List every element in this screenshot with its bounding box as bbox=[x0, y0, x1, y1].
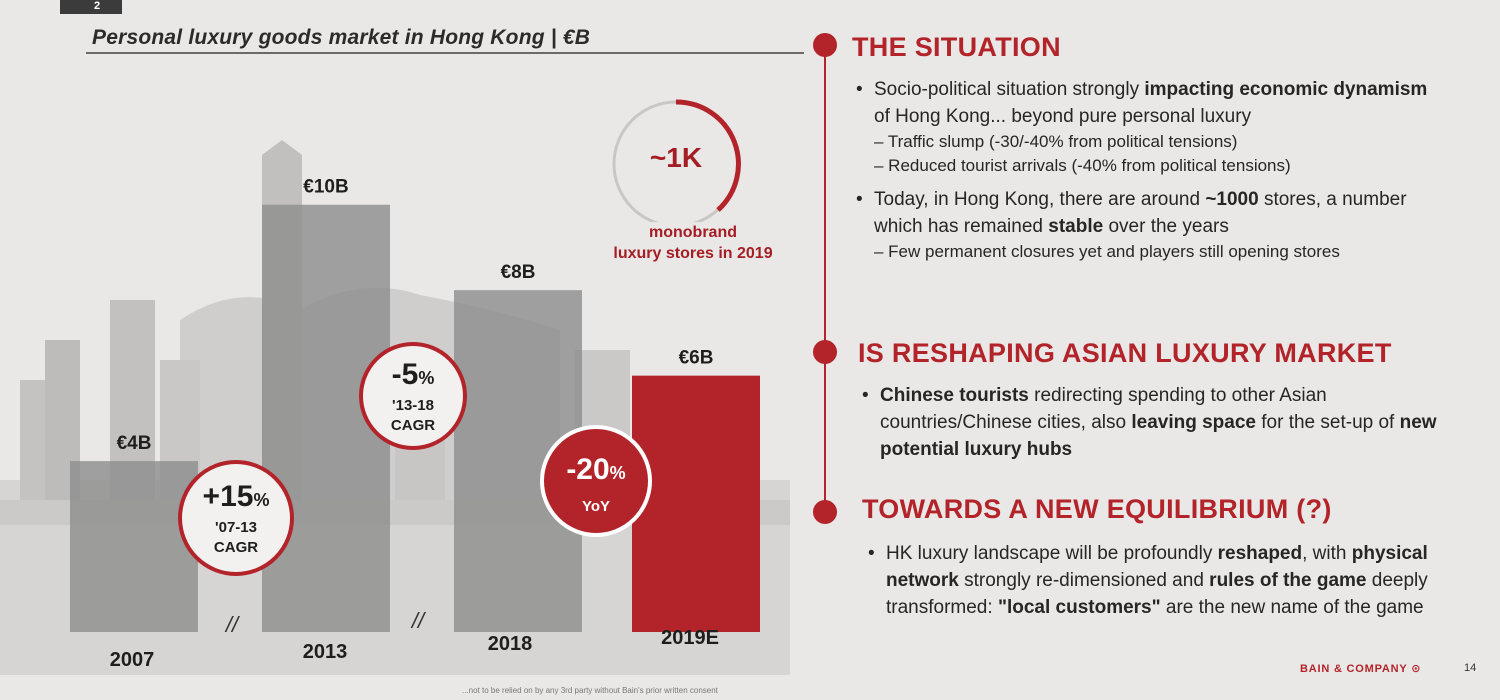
callout-circle-3 bbox=[540, 425, 652, 537]
value-label-2018: €8B bbox=[501, 262, 536, 283]
callout-value-3: -20% bbox=[566, 453, 625, 486]
sub-bullet: – Traffic slump (-30/-40% from political… bbox=[874, 132, 1238, 151]
sub-bullet: – Reduced tourist arrivals (-40% from po… bbox=[874, 156, 1291, 175]
section-title-reshaping: IS RESHAPING ASIAN LUXURY MARKET bbox=[858, 338, 1392, 368]
callout-line1-2: '13-18 bbox=[392, 397, 434, 414]
bar-chart: €4B 2007 €10B 2013 €8B 2018 €6B 2019E // // +15% '0… bbox=[70, 177, 760, 671]
chart-title: Personal luxury goods market in Hong Kon… bbox=[92, 26, 591, 49]
stat-line-1: monobrand bbox=[649, 224, 737, 241]
bullet-item: Socio-political situation strongly impac… bbox=[852, 76, 1432, 130]
title-rule bbox=[86, 52, 804, 54]
x-tick-label-2007: 2007 bbox=[110, 649, 155, 671]
timeline-dot-2 bbox=[813, 340, 837, 364]
page-tab: 2 bbox=[60, 0, 122, 14]
value-label-2007: €4B bbox=[117, 433, 152, 454]
stat-value: ~1K bbox=[649, 142, 703, 173]
footer-disclaimer: ...not to be relied on by any 3rd party … bbox=[462, 686, 718, 695]
callout-value-2: -5% bbox=[392, 358, 435, 391]
callout-circle-1 bbox=[178, 460, 294, 576]
bullet-item: Today, in Hong Kong, there are around ~1… bbox=[852, 186, 1442, 240]
callout-line1-1: '07-13 bbox=[215, 519, 257, 536]
x-tick-label-2018: 2018 bbox=[488, 633, 533, 655]
x-tick-label-2019E: 2019E bbox=[661, 627, 719, 649]
stat-ring-accent bbox=[675, 99, 741, 212]
callout-circle-2 bbox=[359, 342, 467, 450]
x-tick-label-2013: 2013 bbox=[303, 641, 348, 663]
stat-text: monobrand luxury stores in 2019 bbox=[586, 222, 800, 264]
brand-logo: BAIN & COMPANY ⊙ bbox=[1300, 663, 1422, 675]
page-number: 14 bbox=[1464, 662, 1477, 674]
bar-2019E bbox=[632, 375, 760, 632]
value-label-2013: €10B bbox=[303, 177, 348, 198]
stat-line-2: luxury stores in 2019 bbox=[613, 245, 773, 262]
section-title-situation: THE SITUATION bbox=[852, 32, 1061, 62]
callout-value-1: +15% bbox=[203, 480, 270, 513]
timeline-dot-3 bbox=[813, 500, 837, 524]
section-body-equilibrium: HK luxury landscape will be profoundly r… bbox=[864, 540, 1474, 621]
section-body-situation: Socio-political situation strongly impac… bbox=[852, 76, 1452, 264]
bullet-item: HK luxury landscape will be profoundly r… bbox=[864, 540, 1464, 621]
bar-2007 bbox=[70, 461, 198, 632]
brand-mark-icon: ⊙ bbox=[1411, 663, 1422, 675]
axis-break-1: // bbox=[224, 612, 240, 637]
axis-break-2: // bbox=[410, 608, 426, 633]
store-count-stat: ~1K monobrand luxury stores in 2019 bbox=[586, 92, 786, 272]
bullet-item: Chinese tourists redirecting spending to… bbox=[858, 382, 1438, 463]
callout-line2-2: CAGR bbox=[391, 417, 435, 434]
callout-line1-3: YoY bbox=[582, 498, 610, 515]
section-body-reshaping: Chinese tourists redirecting spending to… bbox=[858, 382, 1458, 463]
sub-bullet: – Few permanent closures yet and players… bbox=[874, 242, 1340, 261]
value-label-2019E: €6B bbox=[679, 348, 714, 369]
timeline-dot-1 bbox=[813, 33, 837, 57]
section-timeline bbox=[813, 33, 837, 524]
callout-line2-1: CAGR bbox=[214, 539, 258, 556]
section-title-equilibrium: TOWARDS A NEW EQUILIBRIUM (?) bbox=[862, 494, 1332, 524]
